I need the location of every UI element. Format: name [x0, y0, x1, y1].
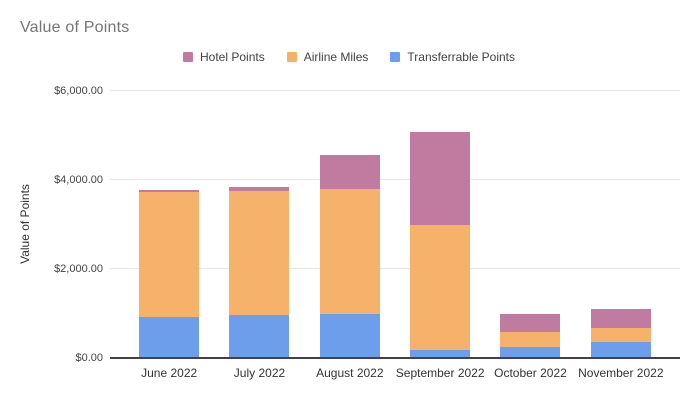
y-axis-tick-label: $4,000.00 [54, 173, 103, 186]
bar-segment-transferrable-points[interactable] [229, 315, 290, 358]
bar-segment-airline-miles[interactable] [139, 191, 200, 317]
bar-segment-airline-miles[interactable] [590, 328, 651, 342]
stacked-bar-october-2022[interactable] [500, 314, 561, 358]
x-axis-tick-label: November 2022 [578, 366, 664, 380]
bar-band [395, 91, 485, 358]
y-axis-tick-label: $6,000.00 [54, 84, 103, 97]
bar-segment-transferrable-points[interactable] [319, 313, 380, 358]
legend-label: Hotel Points [200, 50, 265, 64]
stacked-bar-september-2022[interactable] [410, 132, 471, 358]
y-axis-labels: $6,000.00 $4,000.00 $2,000.00 $0.00 [0, 85, 103, 364]
legend-swatch-icon [390, 52, 401, 62]
legend-label: Transferrable Points [407, 50, 515, 64]
bar-segment-hotel-points[interactable] [319, 155, 380, 190]
bar-segment-hotel-points[interactable] [500, 314, 561, 333]
bar-segment-transferrable-points[interactable] [590, 342, 651, 358]
legend-swatch-icon [183, 52, 193, 62]
x-axis-tick-label: August 2022 [316, 366, 384, 380]
gridline [110, 268, 680, 269]
stacked-bar-june-2022[interactable] [139, 189, 200, 358]
chart-title: Value of Points [20, 19, 130, 36]
stacked-bar-july-2022[interactable] [229, 187, 290, 358]
legend-item-transferrable-points[interactable]: Transferrable Points [390, 50, 515, 64]
bars [124, 91, 666, 358]
legend-item-airline-miles[interactable]: Airline Miles [286, 50, 369, 64]
bar-band [124, 91, 214, 358]
stacked-bar-november-2022[interactable] [590, 308, 651, 358]
gridline [110, 179, 680, 180]
bar-band [485, 91, 575, 358]
bar-segment-airline-miles[interactable] [319, 189, 380, 314]
y-axis-tick-label: $0.00 [75, 351, 103, 364]
bar-segment-airline-miles[interactable] [500, 332, 561, 348]
legend-swatch-icon [286, 52, 297, 62]
bar-band [576, 91, 666, 358]
bar-segment-airline-miles[interactable] [410, 224, 471, 350]
y-axis-tick-label: $2,000.00 [54, 262, 103, 275]
plot-area [110, 90, 680, 359]
x-axis-tick-label: October 2022 [494, 366, 567, 380]
legend-item-hotel-points[interactable]: Hotel Points [183, 50, 265, 64]
legend-label: Airline Miles [303, 50, 369, 64]
bar-segment-hotel-points[interactable] [139, 189, 200, 192]
x-axis-tick-label: July 2022 [233, 366, 286, 380]
x-axis-tick-label: June 2022 [141, 366, 198, 380]
x-axis-line [110, 357, 680, 359]
bar-segment-transferrable-points[interactable] [139, 316, 200, 358]
x-axis-tick-label: September 2022 [395, 366, 485, 380]
bar-band [214, 91, 304, 358]
legend: Hotel Points Airline Miles Transferrable P… [0, 50, 698, 64]
bar-segment-hotel-points[interactable] [229, 187, 290, 192]
bar-segment-airline-miles[interactable] [229, 191, 290, 316]
gridline [110, 90, 680, 91]
bar-segment-transferrable-points[interactable] [500, 347, 561, 358]
x-axis-labels: June 2022 July 2022 August 2022 September 2… [124, 366, 666, 380]
bar-segment-hotel-points[interactable] [410, 132, 471, 225]
stacked-bar-august-2022[interactable] [319, 155, 380, 358]
bar-segment-transferrable-points[interactable] [410, 350, 471, 358]
bar-band [305, 91, 395, 358]
bar-segment-hotel-points[interactable] [590, 308, 651, 328]
